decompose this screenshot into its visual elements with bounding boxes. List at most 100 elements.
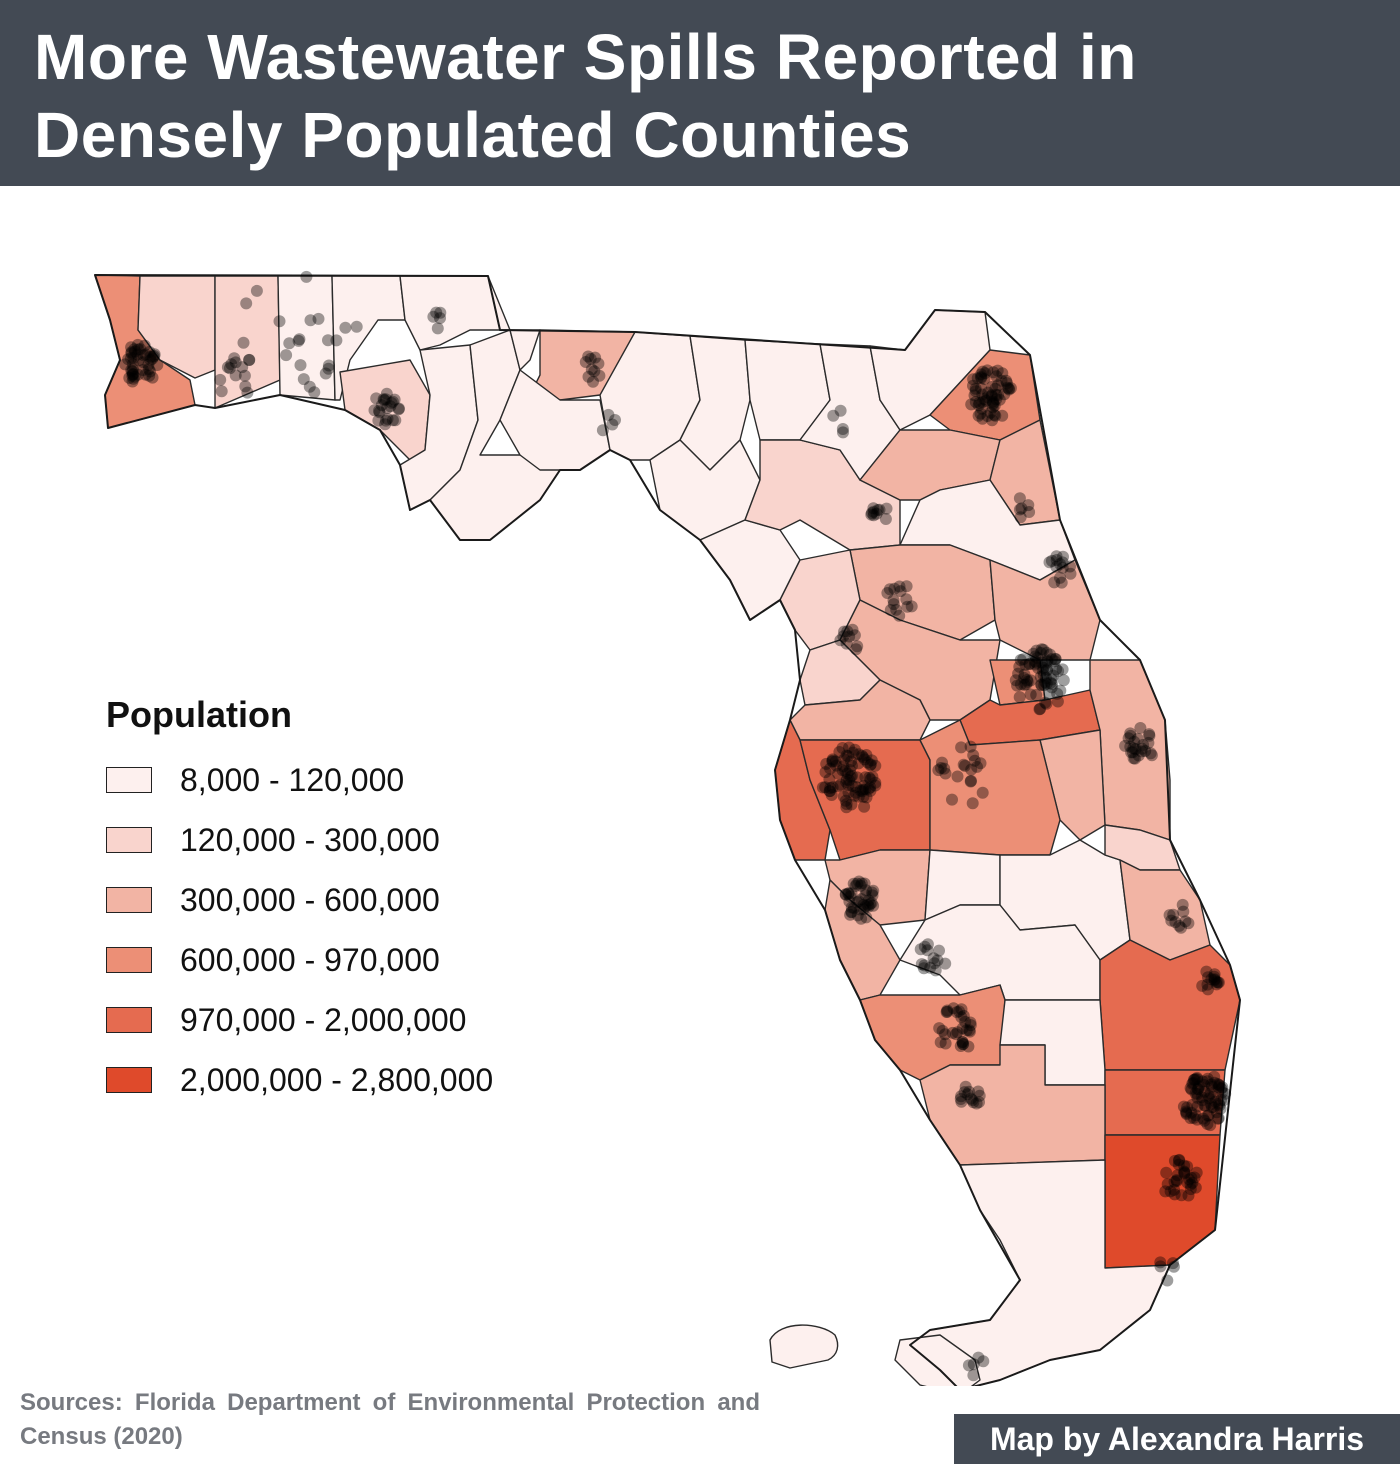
spill-marker — [929, 964, 942, 977]
spill-marker — [893, 580, 906, 593]
spill-marker — [1021, 675, 1034, 688]
spill-marker — [322, 334, 334, 347]
spill-marker — [1039, 657, 1052, 670]
spill-marker — [1031, 651, 1044, 664]
spill-marker — [434, 312, 446, 325]
spill-marker — [956, 1022, 969, 1035]
spill-marker — [1047, 669, 1060, 682]
spill-marker — [843, 774, 856, 787]
spill-marker — [308, 386, 321, 399]
spill-marker — [860, 791, 873, 804]
spill-marker — [1201, 983, 1214, 996]
spill-marker — [1203, 1092, 1216, 1105]
spill-marker — [379, 414, 392, 427]
spill-marker — [1014, 511, 1027, 524]
spill-marker — [1135, 745, 1148, 758]
spill-marker — [1023, 506, 1036, 518]
spill-marker — [841, 767, 854, 780]
sources-note: Sources: Florida Department of Environme… — [20, 1389, 760, 1450]
spill-marker — [1145, 749, 1158, 762]
spill-marker — [998, 388, 1011, 401]
spill-marker — [957, 1038, 970, 1051]
legend-swatch — [106, 827, 152, 853]
spill-marker — [842, 779, 855, 792]
spill-marker — [1023, 657, 1036, 670]
spill-marker — [1034, 670, 1047, 683]
spill-marker — [1208, 1070, 1221, 1083]
spill-marker — [127, 368, 139, 381]
spill-marker — [1044, 648, 1056, 661]
spill-marker — [609, 414, 621, 426]
spill-marker — [380, 387, 393, 400]
spill-marker — [839, 794, 852, 807]
spill-marker — [972, 1085, 985, 1098]
spill-marker — [138, 339, 151, 352]
spill-marker — [933, 944, 945, 957]
spill-marker — [1209, 1095, 1222, 1108]
spill-marker — [986, 414, 999, 427]
spill-marker — [131, 348, 144, 361]
spill-marker — [126, 365, 139, 378]
spill-marker — [430, 306, 443, 319]
spill-marker — [1012, 667, 1025, 680]
spill-marker — [1172, 1158, 1185, 1171]
spill-marker — [593, 369, 606, 382]
spill-marker — [839, 888, 852, 901]
spill-marker — [859, 783, 872, 796]
spill-marker — [951, 770, 964, 783]
spill-marker — [1212, 1112, 1225, 1125]
spill-marker — [990, 388, 1002, 401]
spill-marker — [385, 396, 398, 409]
spill-marker — [842, 887, 855, 900]
spill-marker — [1205, 1078, 1218, 1091]
spill-marker — [977, 1355, 990, 1368]
spill-marker — [957, 758, 970, 771]
spill-marker — [319, 367, 332, 380]
spill-marker — [1167, 1257, 1179, 1270]
spill-marker — [894, 585, 907, 598]
spill-marker — [388, 393, 401, 406]
spill-marker — [971, 760, 983, 773]
spill-marker — [322, 359, 335, 372]
spill-marker — [855, 893, 868, 906]
spill-marker — [959, 759, 971, 772]
spill-marker — [820, 757, 833, 770]
spill-marker — [1131, 732, 1144, 745]
spill-marker — [137, 356, 150, 369]
spill-marker — [1013, 660, 1026, 673]
spill-marker — [1179, 915, 1192, 928]
spill-marker — [985, 390, 998, 403]
spill-marker — [146, 371, 159, 384]
spill-marker — [1037, 661, 1050, 674]
spill-marker — [991, 364, 1004, 377]
spill-marker — [855, 877, 868, 890]
spill-marker — [1013, 691, 1026, 704]
spill-marker — [972, 399, 985, 412]
spill-marker — [1038, 679, 1051, 692]
spill-marker — [838, 753, 851, 766]
spill-marker — [1213, 1079, 1226, 1092]
spill-marker — [862, 894, 875, 907]
spill-marker — [958, 1086, 971, 1099]
spill-marker — [847, 901, 860, 914]
spill-marker — [434, 306, 447, 319]
spill-marker — [1184, 1183, 1197, 1196]
spill-marker — [392, 402, 405, 415]
spill-marker — [866, 889, 879, 902]
spill-marker — [1173, 1153, 1186, 1166]
spill-marker — [837, 426, 849, 439]
spill-marker — [852, 757, 865, 770]
spill-marker — [1045, 681, 1058, 694]
spill-marker — [883, 583, 896, 596]
map-area — [0, 186, 1400, 1386]
spill-marker — [1178, 1167, 1191, 1180]
spill-marker — [844, 770, 857, 783]
county-monroe-islet — [769, 1324, 839, 1369]
spill-marker — [126, 375, 139, 388]
spill-marker — [1181, 1101, 1194, 1114]
spill-marker — [1127, 752, 1140, 765]
county-miami-dade — [1104, 1134, 1221, 1269]
spill-marker — [1186, 1098, 1199, 1111]
spill-marker — [1134, 722, 1147, 734]
spill-marker — [962, 1359, 975, 1372]
